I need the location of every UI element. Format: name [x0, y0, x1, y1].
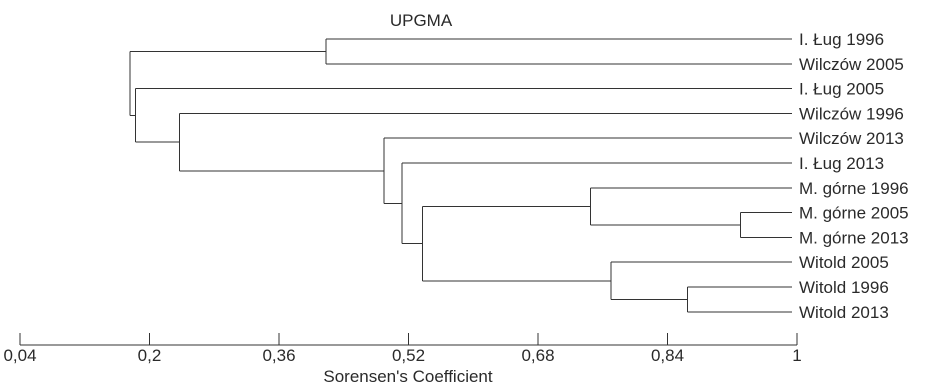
x-tick-label: 0,2 [138, 346, 162, 365]
leaf-label: Wilczów 2005 [799, 55, 904, 74]
leaf-label: Witold 2013 [799, 303, 889, 322]
leaf-label: I. Ług 2005 [799, 80, 884, 99]
leaf-label: I. Ług 2013 [799, 154, 884, 173]
x-tick-label: 0,84 [651, 346, 684, 365]
leaf-label: M. górne 2005 [799, 204, 909, 223]
x-tick-label: 0,52 [392, 346, 425, 365]
x-tick-label: 0,68 [521, 346, 554, 365]
x-axis: 0,04 0,2 0,36 0,52 0,68 0,84 1 [3, 333, 802, 365]
x-tick-label: 0,04 [3, 346, 36, 365]
leaf-labels: I. Ług 1996 Wilczów 2005 I. Ług 2005 Wilczó… [799, 30, 909, 322]
leaf-label: Witold 2005 [799, 253, 889, 272]
dendrogram-branches [129, 38, 792, 313]
leaf-label: I. Ług 1996 [799, 30, 884, 49]
x-tick-label: 0,36 [262, 346, 295, 365]
x-axis-ticks: 0,04 0,2 0,36 0,52 0,68 0,84 1 [3, 333, 802, 365]
x-tick-label: 1 [792, 346, 801, 365]
leaf-label: Witold 1996 [799, 278, 889, 297]
leaf-label: M. górne 1996 [799, 179, 909, 198]
x-axis-title: Sorensen's Coefficient [323, 367, 493, 386]
chart-title: UPGMA [390, 11, 453, 30]
leaf-label: Wilczów 1996 [799, 104, 904, 123]
leaf-label: M. górne 2013 [799, 228, 909, 247]
leaf-label: Wilczów 2013 [799, 129, 904, 148]
